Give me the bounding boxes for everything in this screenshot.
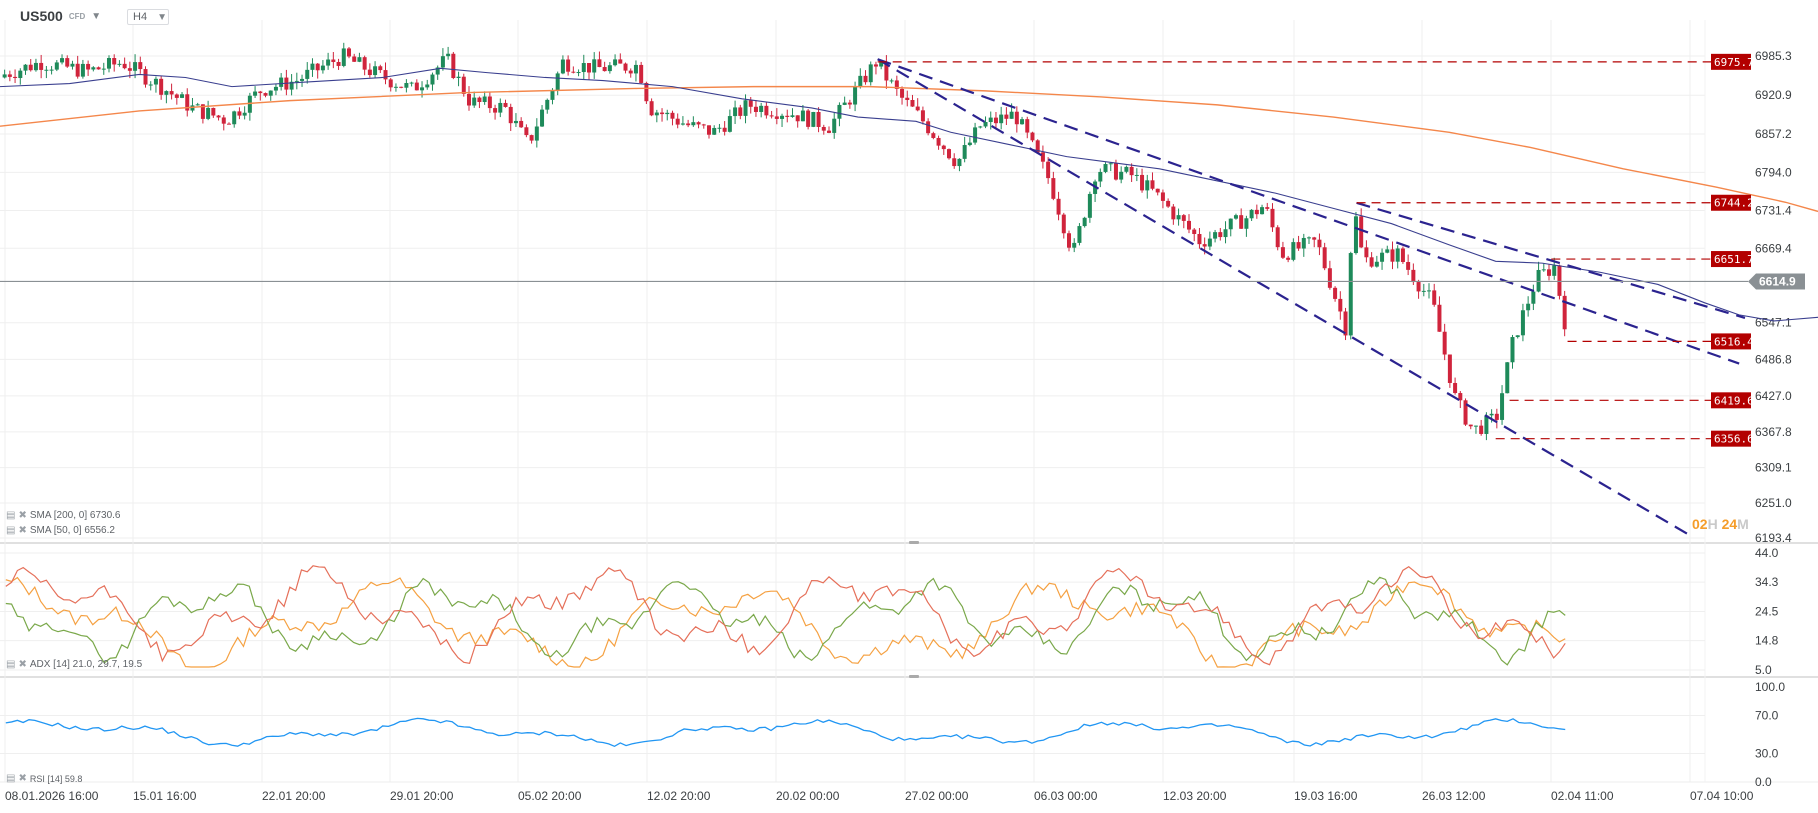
y-axis-label: 6547.1 <box>1755 316 1792 330</box>
candlesticks <box>2 42 1567 441</box>
close-icon[interactable]: ✖ <box>18 525 27 536</box>
y-axis-label: 6857.2 <box>1755 127 1792 141</box>
candle-countdown: 02H 24M <box>1692 516 1749 532</box>
y-axis-label: 6920.9 <box>1755 88 1792 102</box>
y-axis-label: 6367.8 <box>1755 425 1792 439</box>
trendline[interactable] <box>877 58 1694 538</box>
svg-text:6419.6: 6419.6 <box>1714 394 1754 407</box>
x-axis-label: 15.01 16:00 <box>133 789 197 803</box>
timeframe-dropdown[interactable]: H4 ▼ <box>127 9 169 25</box>
legend-adx: ▤ ✖ ADX [14] 21.0, 29.7, 19.5 <box>6 659 142 670</box>
x-axis-label: 08.01.2026 16:00 <box>5 789 99 803</box>
svg-text:6651.7: 6651.7 <box>1714 253 1754 266</box>
sma200-line <box>0 85 1818 213</box>
y-axis-label: 6985.3 <box>1755 49 1792 63</box>
svg-text:6516.4: 6516.4 <box>1714 335 1754 348</box>
svg-text:6614.9: 6614.9 <box>1759 274 1796 288</box>
settings-icon[interactable]: ▤ <box>6 525 16 536</box>
rsi-line <box>5 717 1566 748</box>
y-axis-label: 6309.1 <box>1755 461 1792 475</box>
x-axis-label: 06.03 00:00 <box>1034 789 1098 803</box>
svg-text:44.0: 44.0 <box>1755 546 1779 560</box>
instrument-type: CFD <box>68 11 86 21</box>
legend-sma50-text: SMA [50, 0] 6556.2 <box>29 525 115 536</box>
price-level-badge <box>1711 251 1751 268</box>
x-axis-label: 22.01 20:00 <box>262 789 326 803</box>
sma50-line <box>0 67 1818 322</box>
svg-text:34.3: 34.3 <box>1755 575 1779 589</box>
y-axis-label: 6251.0 <box>1755 496 1792 510</box>
svg-text:5.0: 5.0 <box>1755 663 1772 677</box>
x-axis-label: 02.04 11:00 <box>1551 789 1614 803</box>
svg-text:14.8: 14.8 <box>1755 634 1779 648</box>
pane-resize-handle[interactable] <box>909 541 919 544</box>
legend-sma200: ▤ ✖ SMA [200, 0] 6730.6 <box>6 510 120 521</box>
timeframe-value: H4 <box>133 11 148 23</box>
legend-sma200-text: SMA [200, 0] 6730.6 <box>29 510 121 521</box>
symbol-selector[interactable]: US500 CFD ▼ <box>20 8 101 24</box>
x-axis-label: 27.02 00:00 <box>905 789 969 803</box>
adx-line <box>5 565 1566 666</box>
symbol-name: US500 <box>20 8 63 24</box>
price-level-badge <box>1711 333 1751 350</box>
price-level-badge <box>1711 194 1751 211</box>
y-axis-label: 6486.8 <box>1755 352 1792 366</box>
current-price-tag <box>1748 273 1805 290</box>
x-axis-label: 20.02 00:00 <box>776 789 840 803</box>
x-axis-label: 12.02 20:00 <box>647 789 711 803</box>
settings-icon[interactable]: ▤ <box>6 773 16 784</box>
price-level-badge <box>1711 53 1751 70</box>
legend-sma50: ▤ ✖ SMA [50, 0] 6556.2 <box>6 525 115 536</box>
y-axis-label: 6193.4 <box>1755 531 1792 545</box>
x-axis-label: 07.04 10:00 <box>1690 789 1754 803</box>
adx-line <box>5 576 1566 668</box>
svg-text:100.0: 100.0 <box>1755 680 1785 694</box>
chevron-down-icon[interactable]: ▼ <box>91 10 102 22</box>
x-axis-label: 19.03 16:00 <box>1294 789 1358 803</box>
settings-icon[interactable]: ▤ <box>6 659 16 670</box>
legend-adx-text: ADX [14] 21.0, 29.7, 19.5 <box>29 659 143 670</box>
price-level-badge <box>1711 392 1751 409</box>
adx-line <box>5 576 1566 666</box>
y-axis-label: 6794.0 <box>1755 165 1792 179</box>
svg-text:6975.7: 6975.7 <box>1714 56 1754 69</box>
close-icon[interactable]: ✖ <box>18 659 27 670</box>
svg-text:0.0: 0.0 <box>1755 775 1772 789</box>
x-axis-label: 29.01 20:00 <box>390 789 454 803</box>
legend-rsi: ▤ ✖ RSI [14] 59.8 <box>6 773 82 784</box>
svg-text:6356.6: 6356.6 <box>1714 433 1754 446</box>
svg-text:6744.2: 6744.2 <box>1714 197 1754 210</box>
x-axis-label: 05.02 20:00 <box>518 789 582 803</box>
svg-text:70.0: 70.0 <box>1755 709 1779 723</box>
chevron-down-icon: ▼ <box>157 11 167 23</box>
settings-icon[interactable]: ▤ <box>6 510 16 521</box>
y-axis-label: 6731.4 <box>1755 204 1792 218</box>
trendline[interactable] <box>1356 201 1746 319</box>
close-icon[interactable]: ✖ <box>18 510 27 521</box>
y-axis-label: 6427.0 <box>1755 389 1792 403</box>
trendline[interactable] <box>877 58 1740 365</box>
x-axis-label: 26.03 12:00 <box>1422 789 1486 803</box>
y-axis-label: 6669.4 <box>1755 241 1792 255</box>
pane-resize-handle[interactable] <box>909 675 919 678</box>
x-axis-label: 12.03 20:00 <box>1163 789 1227 803</box>
svg-text:24.5: 24.5 <box>1755 605 1779 619</box>
svg-text:30.0: 30.0 <box>1755 747 1779 761</box>
price-level-badge <box>1711 430 1751 447</box>
close-icon[interactable]: ✖ <box>18 773 27 784</box>
legend-rsi-text: RSI [14] 59.8 <box>29 773 83 784</box>
